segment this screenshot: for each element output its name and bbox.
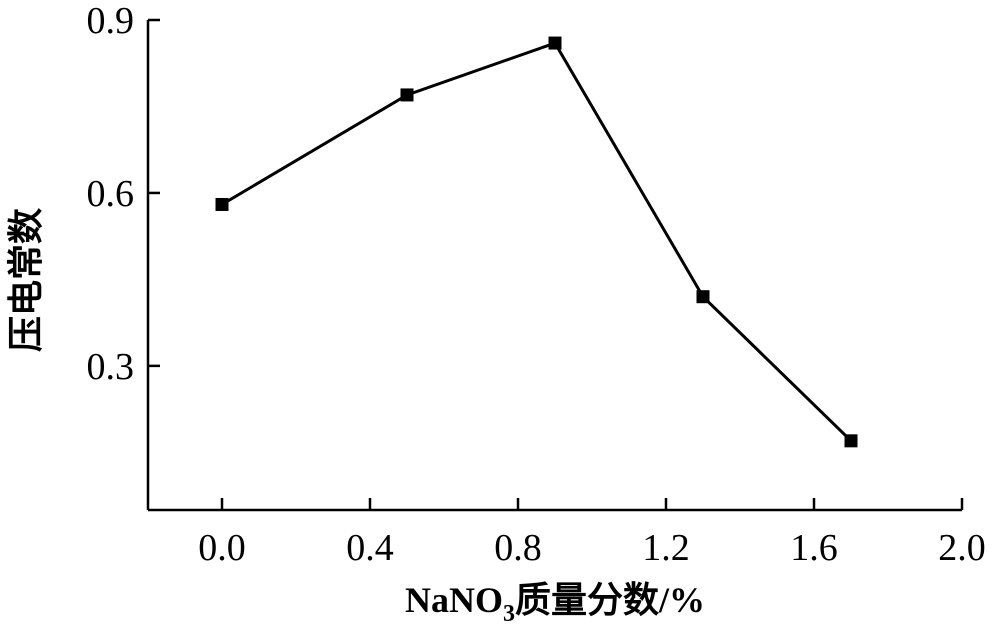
x-tick-label: 1.2 — [642, 527, 690, 569]
data-point — [548, 36, 562, 50]
y-axis-title: 压电常数 — [6, 208, 46, 352]
x-tick-label: 0.8 — [494, 527, 542, 569]
y-tick-label: 0.6 — [87, 173, 135, 215]
x-tick-label: 2.0 — [938, 527, 986, 569]
data-point — [215, 197, 229, 211]
data-point — [844, 434, 858, 448]
y-ticks: 0.3 0.6 0.9 — [87, 0, 160, 388]
data-point — [696, 290, 710, 304]
x-axis-title-prefix: NaNO — [405, 580, 503, 620]
x-axis-title: NaNO3质量分数/% — [405, 580, 705, 627]
series-layer — [215, 36, 858, 448]
x-axis-title-suffix: 质量分数/% — [515, 580, 705, 620]
x-ticks: 0.0 0.4 0.8 1.2 1.6 2.0 — [198, 498, 986, 569]
x-tick-label: 0.0 — [198, 527, 246, 569]
y-tick-label: 0.9 — [87, 0, 135, 42]
x-axis-title-subscript: 3 — [503, 601, 515, 627]
series-line — [221, 41, 853, 442]
axes — [146, 20, 962, 512]
x-tick-label: 0.4 — [346, 527, 394, 569]
y-tick-label: 0.3 — [87, 346, 135, 388]
x-tick-label: 1.6 — [790, 527, 838, 569]
data-point — [400, 88, 414, 102]
